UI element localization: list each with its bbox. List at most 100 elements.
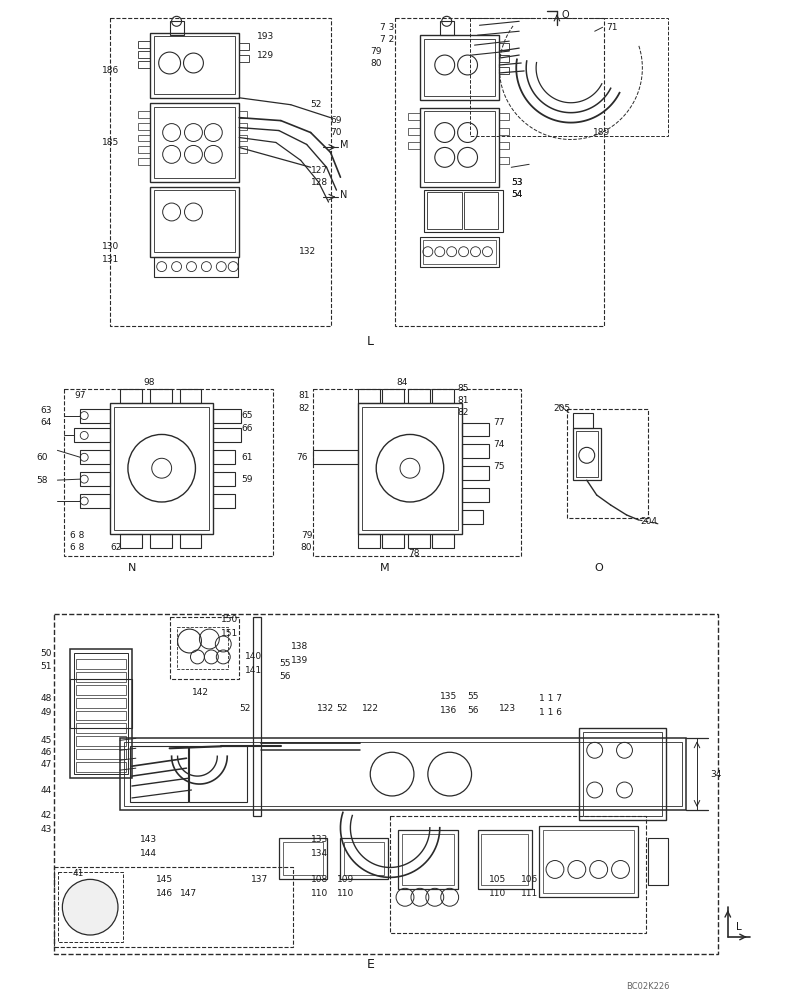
Bar: [344, 842, 384, 875]
Bar: [76, 762, 126, 772]
Bar: [566, 409, 647, 518]
Bar: [239, 135, 247, 141]
Text: 6 8: 6 8: [71, 531, 84, 540]
Bar: [114, 407, 209, 530]
Bar: [54, 867, 293, 947]
Bar: [149, 534, 171, 548]
Text: 109: 109: [336, 875, 354, 884]
Text: 1 1 7: 1 1 7: [539, 694, 561, 703]
Text: 111: 111: [521, 889, 538, 898]
Bar: [419, 35, 499, 100]
Text: 59: 59: [241, 475, 252, 484]
Bar: [395, 18, 603, 326]
Bar: [312, 389, 521, 556]
Text: 193: 193: [257, 32, 274, 41]
Text: 60: 60: [36, 453, 48, 462]
Text: 79: 79: [300, 531, 312, 540]
Text: 44: 44: [41, 786, 52, 795]
Bar: [239, 55, 249, 62]
Text: 1 1 6: 1 1 6: [539, 708, 561, 717]
Text: 129: 129: [257, 51, 274, 60]
Text: 43: 43: [41, 825, 52, 834]
Bar: [423, 190, 503, 232]
Bar: [407, 389, 429, 403]
Text: 64: 64: [41, 418, 52, 427]
Text: 58: 58: [36, 476, 48, 485]
Text: O: O: [561, 10, 569, 20]
Text: 136: 136: [440, 706, 457, 715]
Text: 151: 151: [221, 629, 238, 638]
Bar: [647, 838, 667, 885]
Text: 56: 56: [278, 672, 290, 681]
Bar: [120, 738, 685, 810]
Bar: [431, 389, 453, 403]
Bar: [358, 534, 380, 548]
Text: 128: 128: [311, 178, 328, 187]
Bar: [120, 534, 142, 548]
Bar: [153, 190, 235, 252]
Bar: [138, 146, 149, 153]
Bar: [76, 723, 126, 733]
Bar: [80, 409, 110, 423]
Bar: [64, 389, 272, 556]
Text: 53: 53: [511, 178, 522, 187]
Bar: [71, 679, 131, 728]
Bar: [469, 18, 667, 136]
Bar: [153, 107, 235, 178]
Text: 127: 127: [311, 166, 328, 175]
Text: N: N: [127, 563, 136, 573]
Bar: [397, 830, 457, 889]
Bar: [213, 494, 235, 508]
Text: 186: 186: [102, 66, 119, 75]
Text: 76: 76: [295, 453, 307, 462]
Bar: [189, 746, 247, 802]
Bar: [74, 428, 110, 442]
Text: 139: 139: [290, 656, 307, 665]
Text: 130: 130: [102, 242, 119, 251]
Bar: [138, 51, 149, 58]
Text: 65: 65: [241, 411, 252, 420]
Bar: [578, 728, 665, 820]
Bar: [499, 128, 508, 135]
Text: 45: 45: [41, 736, 52, 745]
Bar: [138, 61, 149, 68]
Text: 46: 46: [41, 748, 52, 757]
Bar: [461, 510, 483, 524]
Text: 204: 204: [640, 517, 657, 526]
Bar: [389, 816, 646, 933]
Bar: [282, 842, 322, 875]
Text: 110: 110: [489, 889, 506, 898]
Bar: [572, 428, 600, 480]
Bar: [340, 838, 388, 879]
Text: 63: 63: [41, 406, 52, 415]
Bar: [124, 742, 681, 806]
Bar: [423, 240, 496, 264]
Bar: [407, 113, 419, 120]
Text: 34: 34: [709, 770, 720, 779]
Bar: [312, 450, 358, 464]
Text: 53: 53: [511, 178, 522, 187]
Text: 54: 54: [511, 190, 522, 199]
Text: 133: 133: [311, 835, 328, 844]
Bar: [239, 123, 247, 130]
Text: 205: 205: [552, 404, 569, 413]
Bar: [138, 41, 149, 48]
Text: 62: 62: [110, 543, 122, 552]
Bar: [80, 472, 110, 486]
Bar: [407, 142, 419, 149]
Bar: [499, 43, 508, 50]
Bar: [278, 838, 326, 879]
Bar: [110, 403, 213, 534]
Text: 82: 82: [457, 408, 469, 417]
Bar: [401, 834, 453, 885]
Bar: [76, 659, 126, 669]
Bar: [138, 135, 149, 141]
Bar: [423, 39, 495, 96]
Text: 110: 110: [311, 889, 328, 898]
Bar: [76, 672, 126, 682]
Text: 61: 61: [241, 453, 252, 462]
Text: 138: 138: [290, 642, 307, 651]
Text: M: M: [380, 563, 389, 573]
Bar: [153, 257, 238, 277]
Text: 105: 105: [489, 875, 506, 884]
